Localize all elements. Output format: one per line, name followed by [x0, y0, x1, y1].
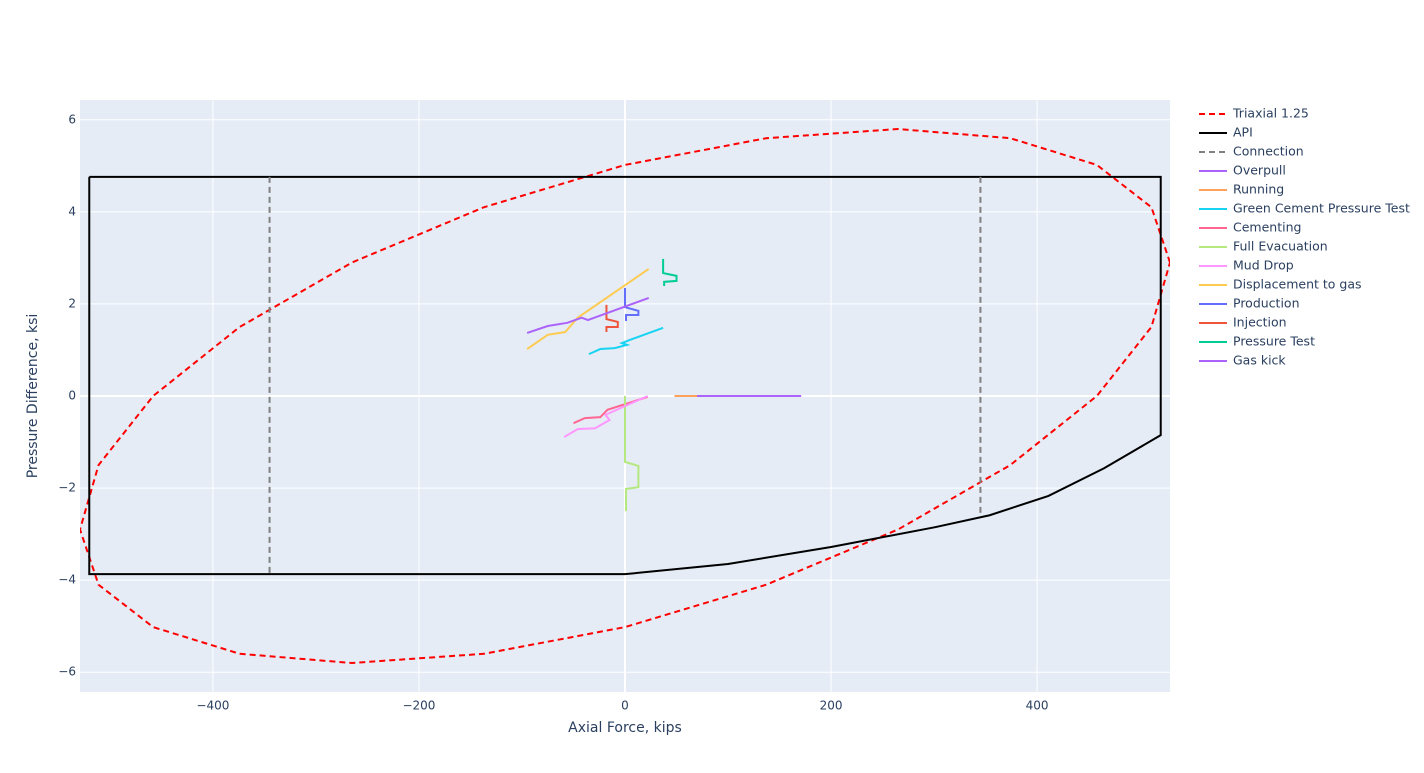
legend-label: Connection	[1233, 144, 1304, 159]
series-line	[268, 176, 982, 575]
legend-label: Gas kick	[1233, 353, 1286, 368]
y-tick-label: 6	[68, 112, 76, 126]
x-tick-label: 0	[621, 699, 629, 713]
series-line	[624, 396, 640, 512]
y-tick-label: 4	[68, 204, 76, 218]
legend-label: Cementing	[1233, 220, 1301, 235]
legend-label: Green Cement Pressure Test	[1233, 201, 1410, 216]
legend-label: API	[1233, 125, 1253, 140]
legend-label: Production	[1233, 296, 1300, 311]
y-tick-label: −4	[58, 573, 76, 587]
legend-label: Full Evacuation	[1233, 239, 1328, 254]
legend-label: Running	[1233, 182, 1284, 197]
legend-label: Injection	[1233, 315, 1287, 330]
y-tick-label: −6	[58, 665, 76, 679]
series-line	[588, 326, 664, 356]
y-tick-label: −2	[58, 481, 76, 495]
x-tick-label: 200	[820, 699, 843, 713]
series-line	[526, 297, 650, 334]
y-tick-label: 0	[68, 389, 76, 403]
series-line	[573, 395, 648, 425]
series-line	[605, 304, 619, 333]
series-line	[563, 395, 649, 438]
legend-label: Triaxial 1.25	[1232, 106, 1309, 121]
series-line	[662, 258, 678, 286]
legend-label: Mud Drop	[1233, 258, 1294, 273]
x-axis-title: Axial Force, kips	[568, 720, 682, 736]
legend-label: Displacement to gas	[1233, 277, 1362, 292]
x-tick-label: 400	[1026, 699, 1049, 713]
series-line	[526, 268, 650, 350]
legend-label: Overpull	[1233, 163, 1286, 178]
legend-label: Pressure Test	[1233, 334, 1315, 349]
x-tick-label: −200	[402, 699, 435, 713]
series-line	[88, 175, 1162, 576]
y-tick-label: 2	[68, 296, 76, 310]
series-line	[80, 127, 1170, 665]
x-tick-label: −400	[196, 699, 229, 713]
y-axis-title: Pressure Difference, ksi	[25, 314, 41, 479]
series-line	[624, 287, 640, 321]
